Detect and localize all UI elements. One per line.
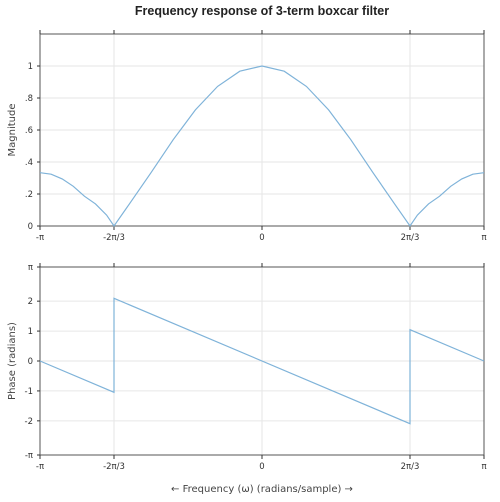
phase-xtick-label: π xyxy=(481,462,486,472)
phase-xtick-label: 0 xyxy=(259,462,264,472)
phase-xtick-label: -π xyxy=(36,462,44,472)
magnitude-series-line xyxy=(39,65,485,228)
magnitude-ytick-label: .2 xyxy=(25,190,33,200)
magnitude-ylabel: Magnitude xyxy=(7,104,18,157)
magnitude-ytick-label: 0 xyxy=(28,222,33,232)
phase-plot: -π -2π/3 0 2π/3 π -π -2 -1 0 1 2 π Phase (radians) ← … xyxy=(7,263,487,495)
magnitude-xtick-label: -π xyxy=(36,233,44,243)
magnitude-ytick-label: .6 xyxy=(25,126,33,136)
magnitude-xtick-label: 2π/3 xyxy=(401,233,420,243)
magnitude-ytick-label: 1 xyxy=(28,62,33,72)
phase-ytick-label: -1 xyxy=(25,387,33,397)
phase-ytick-label: -2 xyxy=(25,417,33,427)
magnitude-ytick-label: .8 xyxy=(25,94,33,104)
phase-ytick-label: 0 xyxy=(28,357,33,367)
magnitude-xtick-label: -2π/3 xyxy=(103,233,125,243)
phase-ylabel: Phase (radians) xyxy=(7,322,18,400)
magnitude-xtick-label: π xyxy=(481,233,486,243)
phase-xtick-label: -2π/3 xyxy=(103,462,125,472)
phase-xtick-label: 2π/3 xyxy=(401,462,420,472)
phase-ytick-label: π xyxy=(28,263,33,273)
phase-ytick-label: -π xyxy=(25,451,33,461)
magnitude-ytick-label: .4 xyxy=(25,158,33,168)
figure-title: Frequency response of 3-term boxcar filt… xyxy=(135,4,389,18)
magnitude-plot: -π -2π/3 0 2π/3 π 0 .2 .4 .6 .8 1 Magnitude xyxy=(7,30,487,243)
phase-ytick-label: 1 xyxy=(28,327,33,337)
phase-xlabel: ← Frequency (ω) (radians/sample) → xyxy=(171,484,353,495)
magnitude-xtick-label: 0 xyxy=(259,233,264,243)
phase-ytick-label: 2 xyxy=(28,297,33,307)
phase-series-line xyxy=(39,297,485,425)
